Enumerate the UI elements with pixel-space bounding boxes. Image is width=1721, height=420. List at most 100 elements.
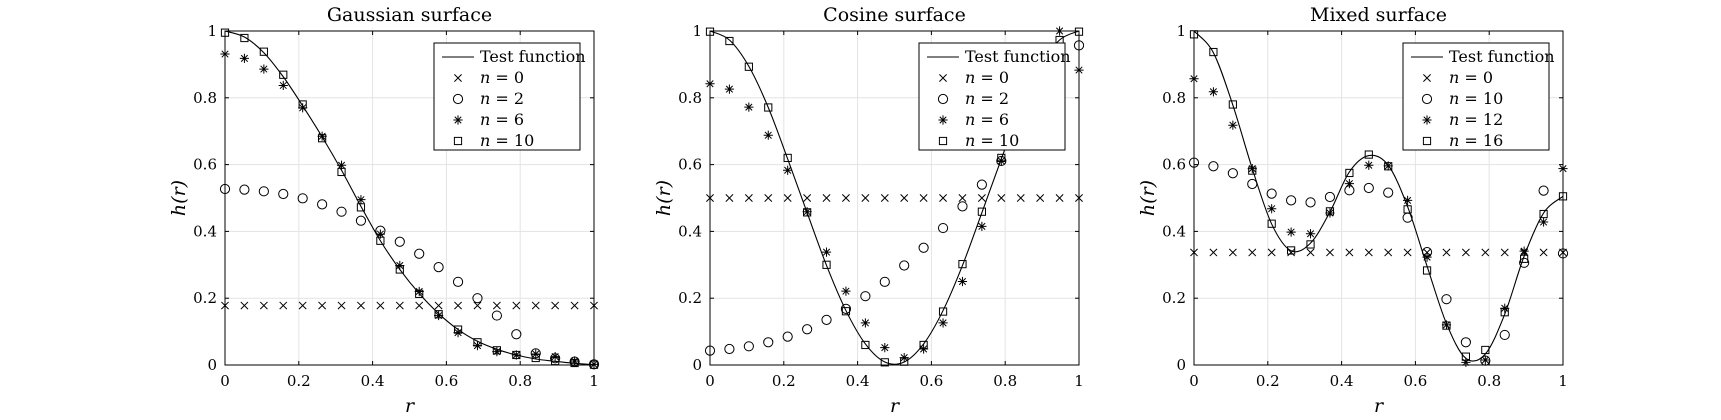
data-point [1363, 182, 1374, 194]
data-point [1461, 357, 1471, 367]
data-point [958, 194, 967, 202]
legend-box [433, 42, 581, 151]
y-tick-label: 0.4 [1162, 222, 1186, 240]
data-point [764, 103, 773, 112]
data-point [220, 49, 230, 59]
data-point [570, 301, 579, 310]
legend-marker [1422, 136, 1432, 146]
data-point [958, 260, 967, 269]
data-point [1267, 219, 1276, 228]
data-point [803, 194, 812, 202]
data-point [1422, 252, 1432, 262]
data-point [822, 194, 831, 202]
data-point [841, 194, 850, 202]
data-point [841, 286, 851, 296]
data-point [783, 194, 792, 202]
data-point [317, 199, 328, 210]
legend-var: n [965, 110, 975, 129]
chart-title: Gaussian surface [327, 4, 492, 26]
legend-marker [1422, 115, 1432, 125]
data-point [1364, 160, 1374, 170]
y-axis-label: h(r) [1137, 180, 1159, 216]
data-point [744, 194, 753, 202]
x-tick-label: 1 [1074, 372, 1084, 390]
legend-marker [452, 93, 464, 105]
y-axis-label: h(r) [168, 180, 190, 216]
legend-var: n [1449, 68, 1459, 87]
legend-box [1402, 42, 1550, 151]
y-tick-label: 0.8 [1162, 89, 1186, 107]
y-tick-label: 0 [1176, 356, 1186, 374]
data-point [861, 340, 870, 350]
data-point [590, 301, 598, 310]
data-point [977, 194, 986, 202]
legend-value: = 12 [1459, 110, 1503, 129]
x-axis-label: r [405, 395, 416, 417]
data-point [512, 301, 521, 310]
data-point [1519, 246, 1529, 256]
data-point [415, 289, 424, 298]
data-point [900, 357, 909, 366]
legend-label: n = 0 [1449, 68, 1493, 87]
data-point [1558, 164, 1568, 174]
data-point [763, 337, 774, 348]
legend-marker [938, 136, 948, 146]
data-point [239, 184, 250, 195]
data-point [1460, 337, 1471, 348]
legend-marker [1421, 93, 1433, 105]
data-point [1384, 162, 1393, 171]
data-point [1305, 229, 1316, 239]
data-point [336, 160, 347, 170]
legend-marker [939, 74, 947, 82]
data-point [1247, 178, 1258, 190]
data-point [1403, 195, 1413, 205]
x-tick-label: 1 [1558, 372, 1568, 390]
data-point [492, 347, 502, 357]
data-point [395, 265, 404, 274]
data-point [1499, 329, 1510, 341]
data-point [337, 301, 346, 310]
data-point [900, 194, 909, 202]
y-tick-label: 0.2 [678, 289, 702, 307]
chart-title: Cosine surface [823, 4, 966, 26]
legend-value: = 16 [1459, 131, 1503, 150]
data-point [279, 70, 288, 79]
data-point [589, 360, 599, 369]
legend-label: n = 16 [1449, 131, 1503, 150]
data-point [550, 352, 560, 362]
data-point [1422, 266, 1432, 275]
legend-var: n [965, 68, 975, 87]
data-point [1461, 248, 1470, 257]
data-point [841, 307, 851, 316]
y-tick-label: 0.6 [1162, 156, 1186, 174]
data-point [278, 80, 288, 91]
data-point [705, 27, 715, 36]
data-point [880, 343, 890, 353]
data-point [802, 324, 813, 335]
data-point [356, 203, 366, 212]
data-point [434, 310, 444, 321]
legend-value: = 2 [975, 89, 1009, 108]
data-point [977, 207, 986, 216]
data-point [822, 260, 831, 269]
data-point [997, 194, 1006, 202]
data-point [939, 194, 948, 202]
legend-value: = 0 [1459, 68, 1493, 87]
data-point [1189, 74, 1199, 84]
data-point [512, 350, 521, 360]
data-point [1481, 248, 1490, 257]
x-tick-label: 0.4 [1330, 372, 1354, 390]
data-point [802, 207, 812, 217]
legend-value: = 6 [490, 110, 524, 129]
data-point [1461, 352, 1470, 361]
legend-label: n = 2 [480, 89, 524, 108]
data-point [1073, 40, 1085, 51]
legend-label: n = 0 [965, 68, 1009, 87]
legend-label: Test function [480, 47, 586, 66]
data-point [1228, 100, 1237, 109]
data-point [1481, 345, 1490, 355]
data-point [278, 188, 289, 200]
data-point [880, 194, 889, 202]
data-point [434, 310, 443, 319]
data-point [1364, 150, 1373, 159]
